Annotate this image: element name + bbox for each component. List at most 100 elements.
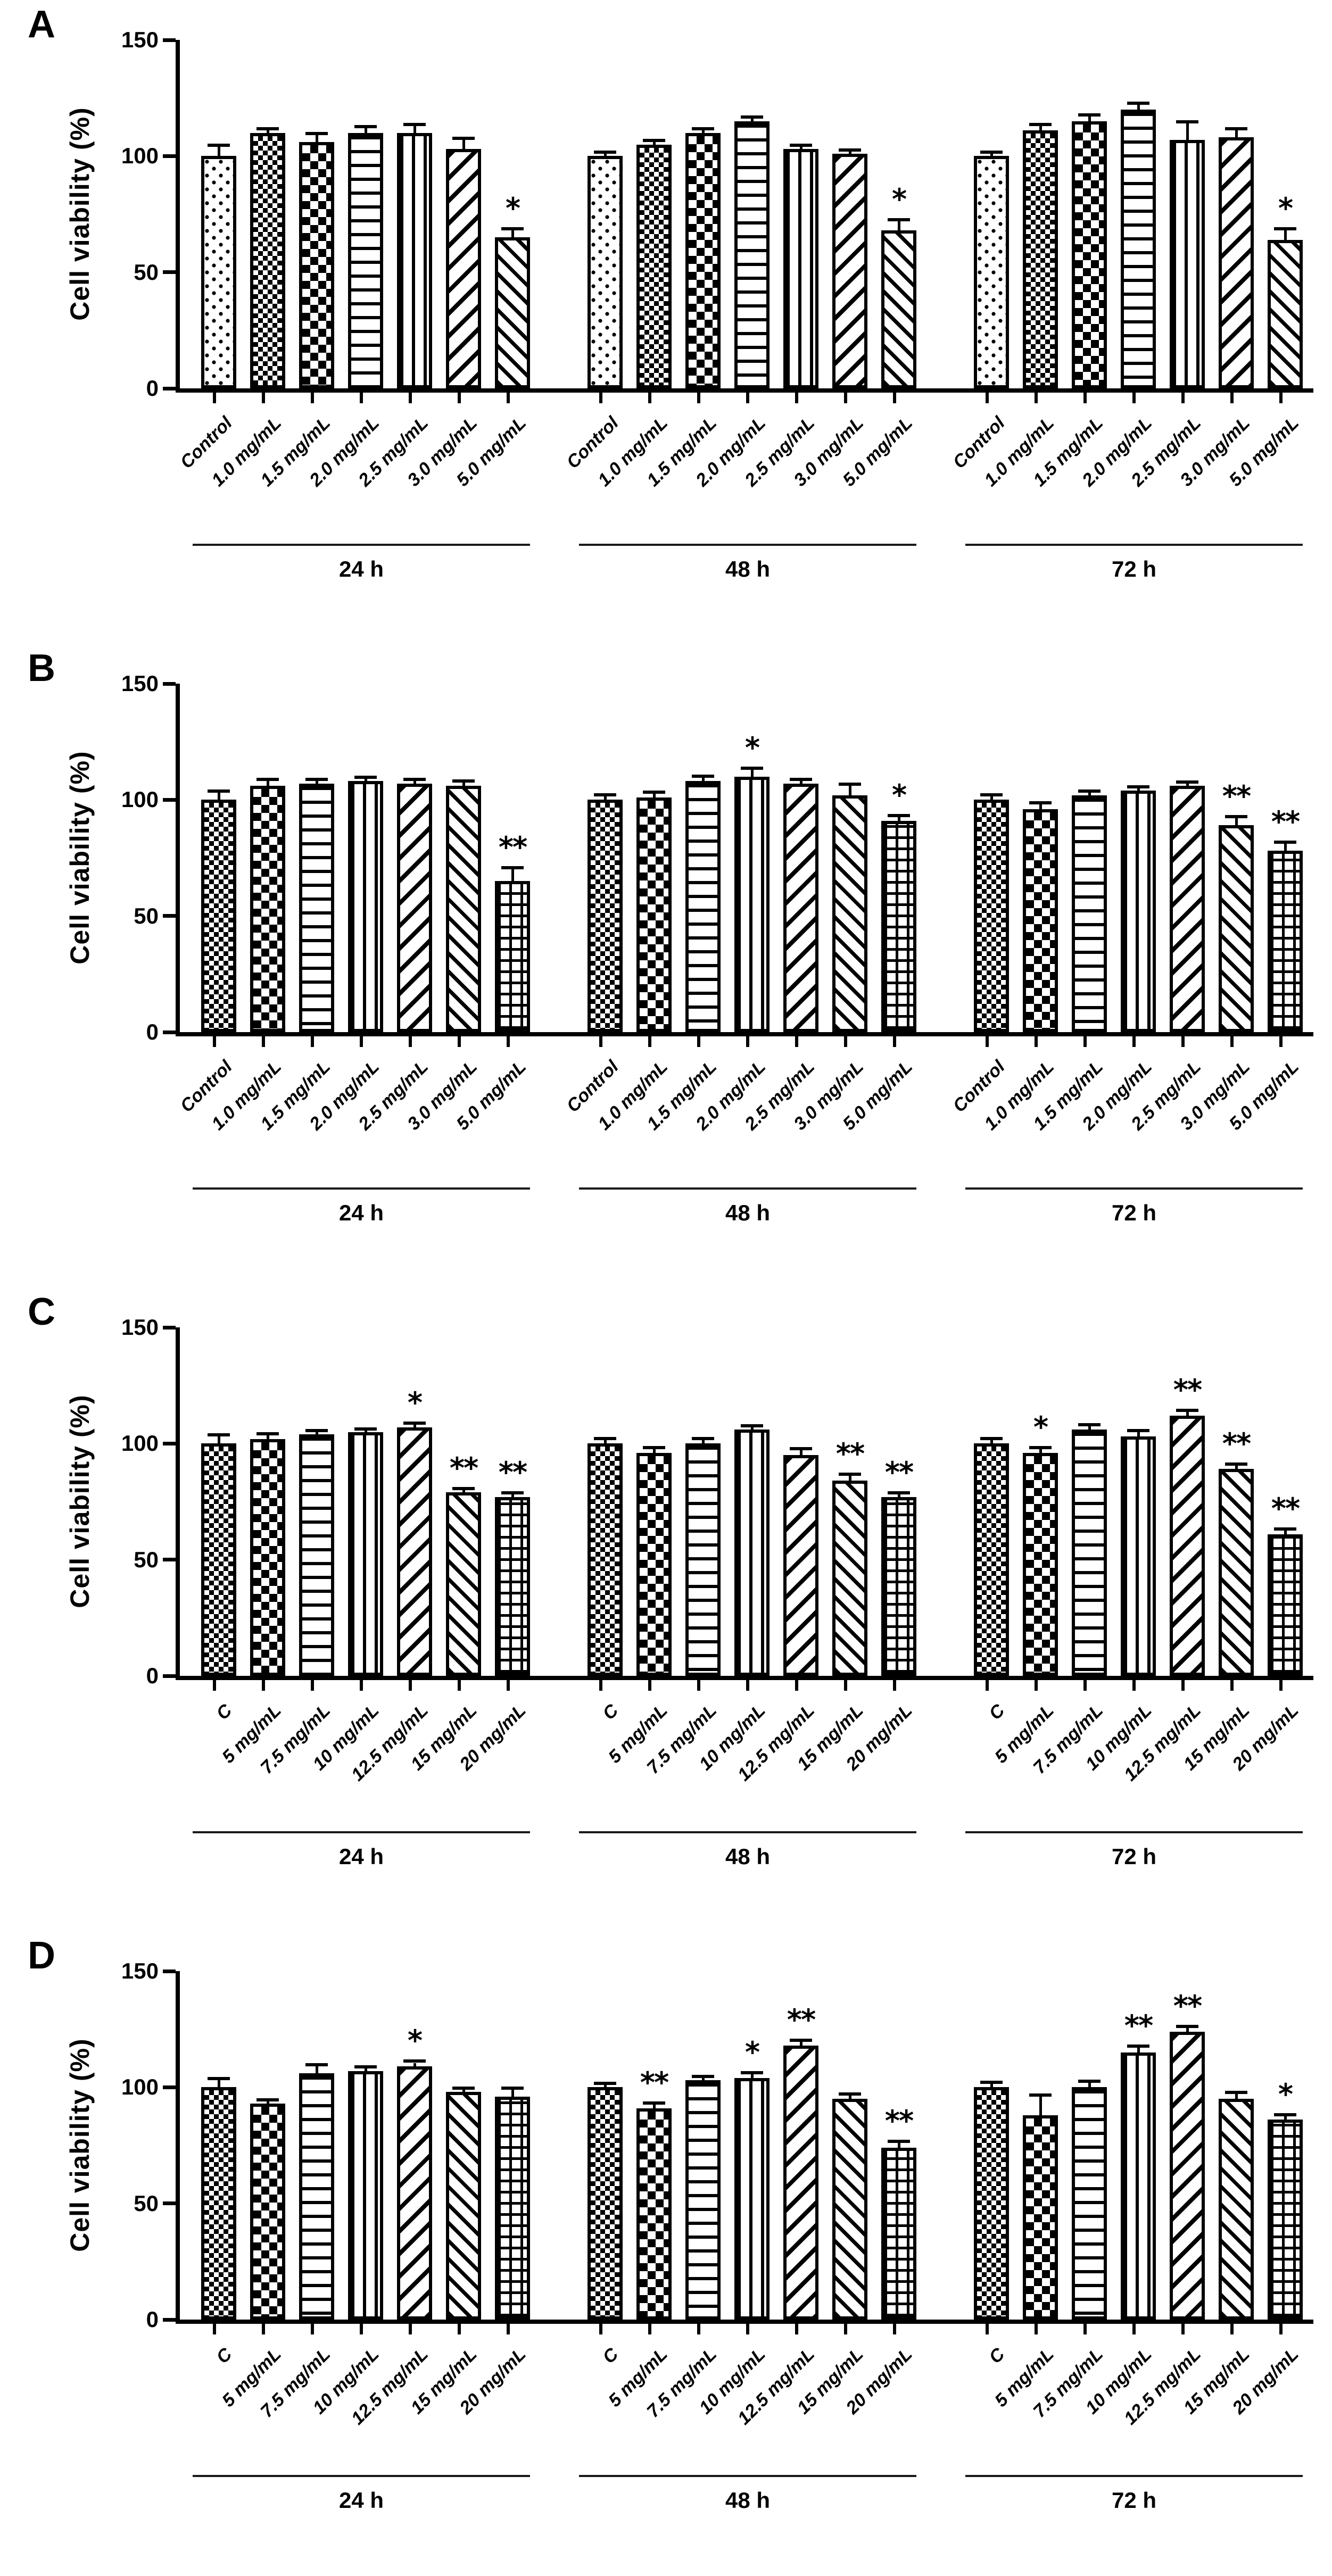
significance-label: ** bbox=[498, 830, 527, 865]
x-tick bbox=[458, 1036, 461, 1047]
error-bar-stem bbox=[750, 119, 754, 122]
error-bar-cap bbox=[208, 790, 230, 793]
bar-A-48h-20mgmL bbox=[734, 121, 770, 388]
x-tick bbox=[311, 393, 314, 403]
bar-C-24h-5mgmL bbox=[250, 1439, 285, 1676]
error-bar-cap bbox=[257, 2098, 279, 2101]
x-tick bbox=[1279, 1036, 1283, 1047]
bar-B-48h-20mgmL bbox=[734, 776, 770, 1032]
x-tick-label-text: C bbox=[212, 2344, 236, 2368]
y-tick-label-100: 100 bbox=[121, 143, 159, 169]
x-tick bbox=[262, 2324, 265, 2334]
error-bar-cap bbox=[1029, 122, 1052, 126]
error-bar-stem bbox=[701, 130, 705, 134]
x-tick bbox=[599, 1680, 602, 1691]
error-bar-stem bbox=[990, 2083, 993, 2089]
error-bar-cap bbox=[452, 2086, 475, 2090]
error-bar-cap bbox=[692, 2074, 714, 2078]
error-bar-stem bbox=[652, 794, 656, 799]
bar-D-24h-15mgmL bbox=[446, 2092, 481, 2320]
error-bar-cap bbox=[888, 1491, 910, 1495]
error-bar-cap bbox=[692, 1436, 714, 1440]
bar-B-72h-30mgmL bbox=[1219, 825, 1254, 1032]
panel-B: B Cell viability (%) ** * * ** ** 150 100 50 0 Cont… bbox=[0, 644, 1332, 1287]
significance-label: ** bbox=[1271, 805, 1300, 839]
x-tick bbox=[893, 2324, 896, 2334]
bar-A-72h-30mgmL bbox=[1219, 137, 1254, 388]
error-bar-cap bbox=[692, 127, 714, 131]
x-tick bbox=[599, 2324, 602, 2334]
bar-B-72h-20mgmL bbox=[1121, 790, 1156, 1032]
x-tick bbox=[986, 393, 989, 403]
x-tick bbox=[844, 1680, 847, 1691]
y-tick-150 bbox=[163, 1969, 176, 1973]
x-tick bbox=[746, 1036, 749, 1047]
error-bar-stem bbox=[603, 153, 607, 157]
error-bar-stem bbox=[1235, 818, 1238, 827]
error-bar-stem bbox=[897, 1494, 900, 1498]
error-bar-stem bbox=[701, 1440, 705, 1445]
error-bar-cap bbox=[839, 148, 861, 152]
bar-D-24h-5mgmL bbox=[250, 2103, 285, 2320]
x-tick bbox=[409, 2324, 412, 2334]
y-tick-label-150: 150 bbox=[121, 1958, 159, 1983]
x-tick bbox=[360, 2324, 363, 2334]
error-bar-stem bbox=[462, 782, 465, 787]
bar-B-72h-50mgmL bbox=[1268, 851, 1303, 1032]
error-bar-stem bbox=[413, 2063, 416, 2068]
y-axis-title-text: Cell viability (%) bbox=[65, 107, 95, 321]
x-tick bbox=[1132, 1036, 1136, 1047]
error-bar-cap bbox=[403, 2059, 426, 2063]
bar-B-72h-Control bbox=[974, 800, 1009, 1032]
error-bar-stem bbox=[217, 2080, 220, 2089]
group-label-72h: 72 h bbox=[1111, 2488, 1157, 2513]
error-bar-cap bbox=[403, 122, 426, 126]
error-bar-stem bbox=[315, 781, 318, 785]
x-tick bbox=[697, 393, 700, 403]
error-bar-cap bbox=[741, 1424, 763, 1427]
error-bar-stem bbox=[217, 1436, 220, 1445]
x-tick bbox=[1230, 1680, 1234, 1691]
bar-C-48h-75mgmL bbox=[685, 1443, 721, 1676]
error-bar-stem bbox=[364, 1431, 367, 1433]
y-tick-label-150: 150 bbox=[121, 671, 159, 696]
error-bar-cap bbox=[452, 779, 475, 783]
group-line-48h bbox=[579, 1831, 916, 1833]
bar-D-48h-125mgmL bbox=[783, 2045, 818, 2320]
x-tick bbox=[697, 2324, 700, 2334]
error-bar-cap bbox=[1029, 801, 1052, 805]
x-tick bbox=[1181, 393, 1185, 403]
error-bar-cap bbox=[594, 2081, 616, 2085]
error-bar-cap bbox=[501, 866, 524, 870]
significance-label: * bbox=[407, 2024, 423, 2058]
error-bar-cap bbox=[888, 814, 910, 818]
error-bar-cap bbox=[643, 791, 665, 794]
y-tick-label-0: 0 bbox=[146, 1019, 159, 1044]
bar-D-72h-C bbox=[974, 2087, 1009, 2320]
x-tick bbox=[1132, 1680, 1136, 1691]
bar-A-48h-30mgmL bbox=[832, 153, 867, 388]
error-bar-cap bbox=[692, 774, 714, 778]
error-bar-cap bbox=[1078, 790, 1101, 793]
x-tick bbox=[213, 393, 216, 403]
x-tick bbox=[311, 1680, 314, 1691]
error-bar-cap bbox=[208, 143, 230, 147]
error-bar-stem bbox=[799, 1450, 802, 1457]
error-bar-stem bbox=[511, 1494, 514, 1498]
error-bar-stem bbox=[1039, 804, 1042, 810]
plot-area: ** * * ** ** bbox=[176, 684, 1313, 1036]
significance-label: ** bbox=[884, 2104, 914, 2138]
y-tick-label-50: 50 bbox=[134, 2190, 159, 2216]
plot-area: * ** ** ** ** * ** ** ** bbox=[176, 1327, 1313, 1680]
error-bar-cap bbox=[1127, 2045, 1149, 2048]
error-bar-cap bbox=[208, 1433, 230, 1437]
error-bar-cap bbox=[980, 793, 1003, 796]
bar-B-24h-20mgmL bbox=[348, 781, 383, 1032]
error-bar-cap bbox=[354, 776, 377, 779]
significance-label: ** bbox=[1222, 1426, 1251, 1460]
y-tick-label-150: 150 bbox=[121, 27, 159, 52]
error-bar-cap bbox=[1127, 1428, 1149, 1432]
x-tick bbox=[746, 393, 749, 403]
y-tick-label-0: 0 bbox=[146, 376, 159, 401]
